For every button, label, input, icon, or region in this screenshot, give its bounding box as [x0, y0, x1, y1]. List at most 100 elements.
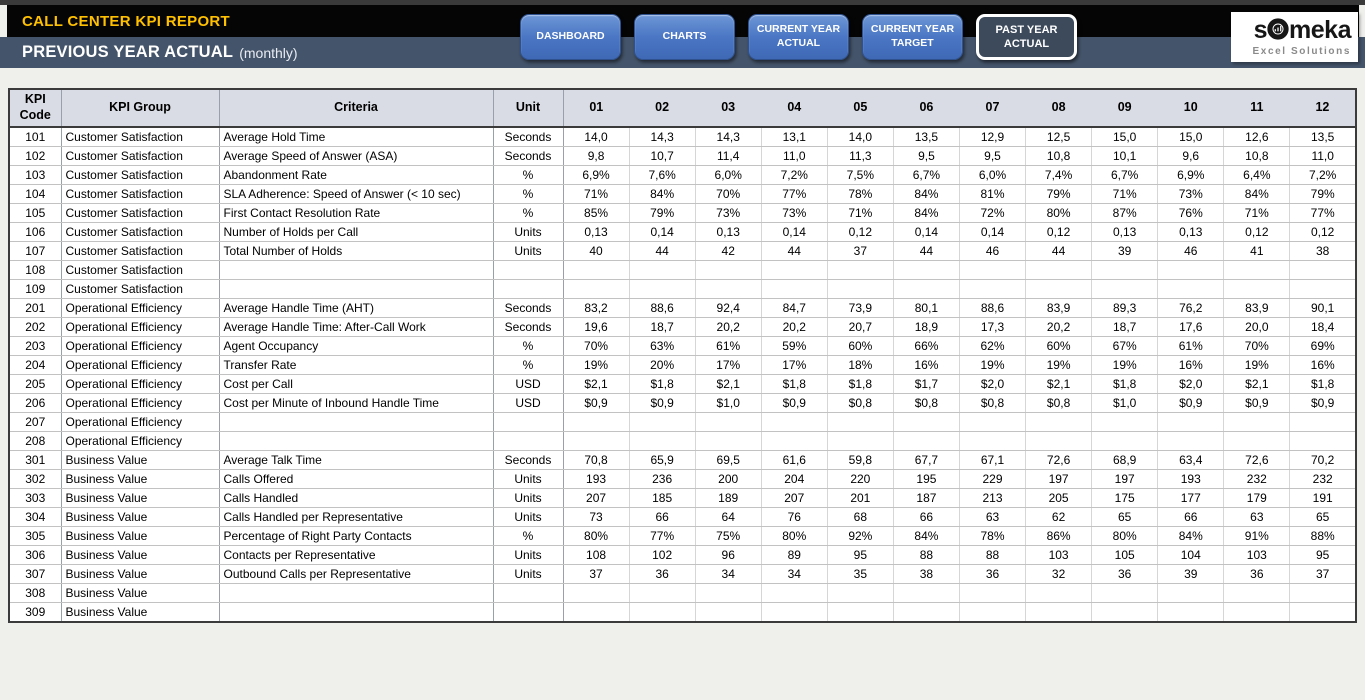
unit-cell[interactable]	[493, 583, 564, 603]
kpi-code-cell[interactable]: 306	[9, 545, 62, 565]
unit-cell[interactable]: Units	[493, 241, 564, 261]
criteria-cell[interactable]: Calls Handled per Representative	[219, 507, 494, 527]
value-cell[interactable]	[761, 260, 828, 280]
criteria-cell[interactable]	[219, 583, 494, 603]
value-cell[interactable]: 69%	[1289, 336, 1356, 356]
value-cell[interactable]: 68,9	[1091, 450, 1159, 470]
value-cell[interactable]	[893, 583, 960, 603]
value-cell[interactable]: 65	[1091, 507, 1159, 527]
value-cell[interactable]: 38	[1289, 241, 1356, 261]
value-cell[interactable]: 92,4	[695, 298, 762, 318]
value-cell[interactable]: 185	[629, 488, 696, 508]
value-cell[interactable]: 80%	[1091, 526, 1159, 546]
kpi-group-cell[interactable]: Business Value	[61, 507, 220, 527]
value-cell[interactable]: $2,1	[1025, 374, 1093, 394]
unit-cell[interactable]: Seconds	[493, 127, 564, 147]
unit-cell[interactable]: Seconds	[493, 450, 564, 470]
value-cell[interactable]: $1,8	[1091, 374, 1159, 394]
value-cell[interactable]: 6,9%	[563, 165, 630, 185]
value-cell[interactable]: 95	[1289, 545, 1356, 565]
value-cell[interactable]: 13,5	[893, 127, 960, 147]
value-cell[interactable]: 37	[563, 564, 630, 584]
value-cell[interactable]	[1289, 431, 1356, 451]
value-cell[interactable]: 73%	[761, 203, 828, 223]
value-cell[interactable]	[1091, 602, 1159, 622]
criteria-cell[interactable]: Average Talk Time	[219, 450, 494, 470]
value-cell[interactable]: 19%	[1223, 355, 1291, 375]
value-cell[interactable]: $0,8	[893, 393, 960, 413]
value-cell[interactable]: 0,14	[761, 222, 828, 242]
value-cell[interactable]: 14,0	[827, 127, 894, 147]
value-cell[interactable]: 103	[1025, 545, 1093, 565]
value-cell[interactable]: 16%	[1157, 355, 1225, 375]
value-cell[interactable]	[629, 279, 696, 299]
kpi-group-cell[interactable]: Operational Efficiency	[61, 393, 220, 413]
value-cell[interactable]: 16%	[893, 355, 960, 375]
kpi-code-cell[interactable]: 207	[9, 412, 62, 432]
value-cell[interactable]	[1223, 260, 1291, 280]
criteria-cell[interactable]: Percentage of Right Party Contacts	[219, 526, 494, 546]
value-cell[interactable]: 88,6	[629, 298, 696, 318]
value-cell[interactable]: 73%	[695, 203, 762, 223]
value-cell[interactable]: 19%	[1025, 355, 1093, 375]
unit-cell[interactable]: Units	[493, 564, 564, 584]
value-cell[interactable]: 11,4	[695, 146, 762, 166]
unit-cell[interactable]: Units	[493, 469, 564, 489]
value-cell[interactable]: 67,7	[893, 450, 960, 470]
value-cell[interactable]: 79%	[1289, 184, 1356, 204]
value-cell[interactable]: $0,9	[629, 393, 696, 413]
criteria-cell[interactable]: Cost per Call	[219, 374, 494, 394]
value-cell[interactable]: 205	[1025, 488, 1093, 508]
value-cell[interactable]: 79%	[1025, 184, 1093, 204]
value-cell[interactable]: 7,6%	[629, 165, 696, 185]
value-cell[interactable]: 84%	[893, 184, 960, 204]
value-cell[interactable]	[563, 412, 630, 432]
value-cell[interactable]: 9,5	[959, 146, 1027, 166]
kpi-group-cell[interactable]: Customer Satisfaction	[61, 203, 220, 223]
value-cell[interactable]: 84%	[1157, 526, 1225, 546]
value-cell[interactable]: 17,6	[1157, 317, 1225, 337]
kpi-code-cell[interactable]: 101	[9, 127, 62, 147]
value-cell[interactable]	[1091, 279, 1159, 299]
value-cell[interactable]: 9,5	[893, 146, 960, 166]
value-cell[interactable]	[1091, 412, 1159, 432]
value-cell[interactable]: 84%	[893, 526, 960, 546]
kpi-code-cell[interactable]: 302	[9, 469, 62, 489]
value-cell[interactable]: 95	[827, 545, 894, 565]
value-cell[interactable]: 7,5%	[827, 165, 894, 185]
kpi-group-cell[interactable]: Business Value	[61, 602, 220, 622]
value-cell[interactable]: 78%	[827, 184, 894, 204]
value-cell[interactable]: 65	[1289, 507, 1356, 527]
kpi-group-cell[interactable]: Business Value	[61, 583, 220, 603]
value-cell[interactable]: 91%	[1223, 526, 1291, 546]
kpi-code-cell[interactable]: 305	[9, 526, 62, 546]
value-cell[interactable]: 220	[827, 469, 894, 489]
kpi-code-cell[interactable]: 105	[9, 203, 62, 223]
value-cell[interactable]: 236	[629, 469, 696, 489]
value-cell[interactable]: 12,6	[1223, 127, 1291, 147]
value-cell[interactable]: $2,0	[959, 374, 1027, 394]
value-cell[interactable]	[695, 583, 762, 603]
value-cell[interactable]: 77%	[761, 184, 828, 204]
criteria-cell[interactable]: Number of Holds per Call	[219, 222, 494, 242]
value-cell[interactable]	[1223, 412, 1291, 432]
value-cell[interactable]: $2,0	[1157, 374, 1225, 394]
criteria-cell[interactable]: Total Number of Holds	[219, 241, 494, 261]
kpi-group-cell[interactable]: Customer Satisfaction	[61, 184, 220, 204]
value-cell[interactable]: 63,4	[1157, 450, 1225, 470]
unit-cell[interactable]: Seconds	[493, 146, 564, 166]
kpi-group-cell[interactable]: Business Value	[61, 488, 220, 508]
unit-cell[interactable]: %	[493, 165, 564, 185]
value-cell[interactable]: 37	[1289, 564, 1356, 584]
value-cell[interactable]	[761, 279, 828, 299]
value-cell[interactable]	[1289, 260, 1356, 280]
value-cell[interactable]: 6,4%	[1223, 165, 1291, 185]
kpi-code-cell[interactable]: 107	[9, 241, 62, 261]
value-cell[interactable]: 177	[1157, 488, 1225, 508]
value-cell[interactable]	[761, 431, 828, 451]
value-cell[interactable]	[1157, 431, 1225, 451]
kpi-code-cell[interactable]: 108	[9, 260, 62, 280]
value-cell[interactable]: 73	[563, 507, 630, 527]
criteria-cell[interactable]: Contacts per Representative	[219, 545, 494, 565]
value-cell[interactable]: 69,5	[695, 450, 762, 470]
